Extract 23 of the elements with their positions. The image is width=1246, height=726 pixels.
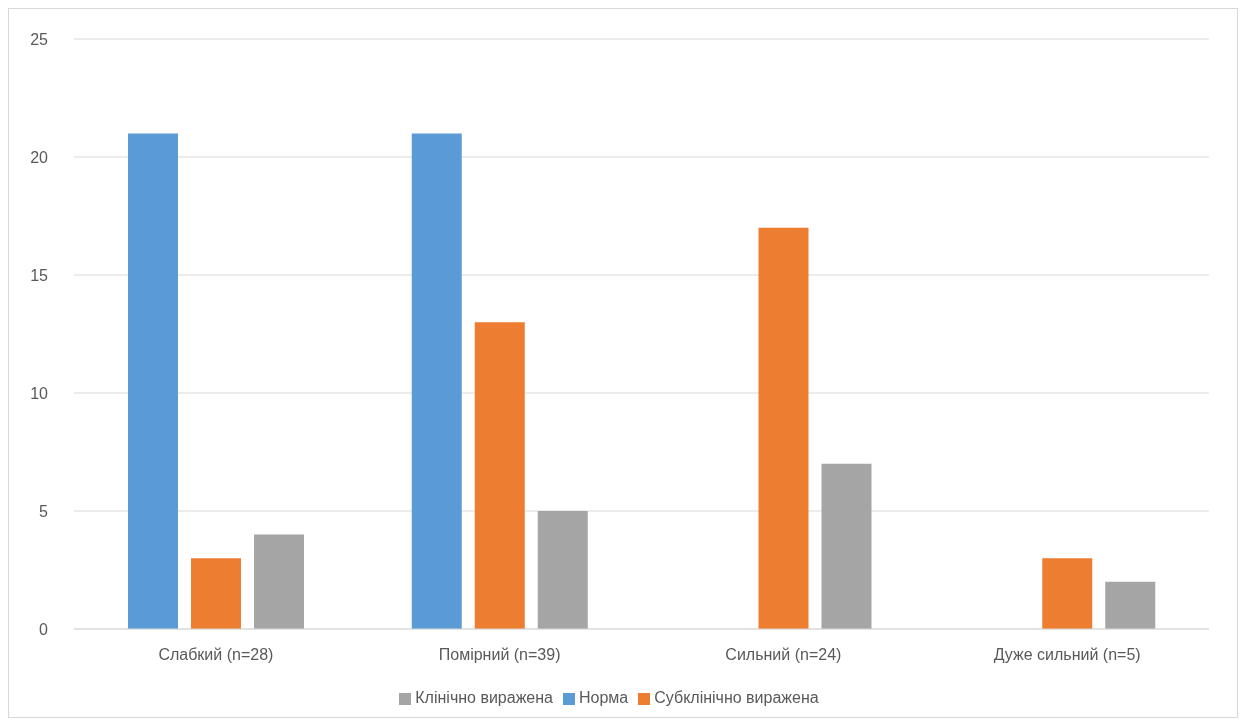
bar	[821, 463, 872, 629]
y-tick-label: 10	[30, 384, 49, 402]
legend-label: Субклінічно виражена	[654, 689, 819, 706]
bar	[128, 133, 178, 629]
x-tick-label: Дуже сильний (n=5)	[993, 646, 1141, 664]
x-tick-label: Сильний (n=24)	[725, 646, 842, 664]
bar	[191, 558, 241, 629]
bar	[758, 227, 809, 629]
bar	[474, 322, 525, 629]
y-tick-label: 15	[30, 266, 49, 284]
bar	[1042, 558, 1093, 629]
y-tick-label: 5	[39, 502, 49, 520]
bar	[1105, 581, 1156, 629]
x-tick-label: Помірний (n=39)	[438, 646, 561, 664]
legend-label: Норма	[578, 689, 629, 706]
bar	[537, 511, 588, 629]
y-tick-label: 0	[39, 620, 49, 638]
legend-label: Клінічно виражена	[415, 689, 553, 706]
bar	[254, 534, 304, 629]
bar	[411, 133, 462, 629]
x-tick-label: Слабкий (n=28)	[158, 646, 274, 664]
y-tick-label: 20	[30, 148, 49, 166]
y-tick-label: 25	[30, 30, 49, 48]
